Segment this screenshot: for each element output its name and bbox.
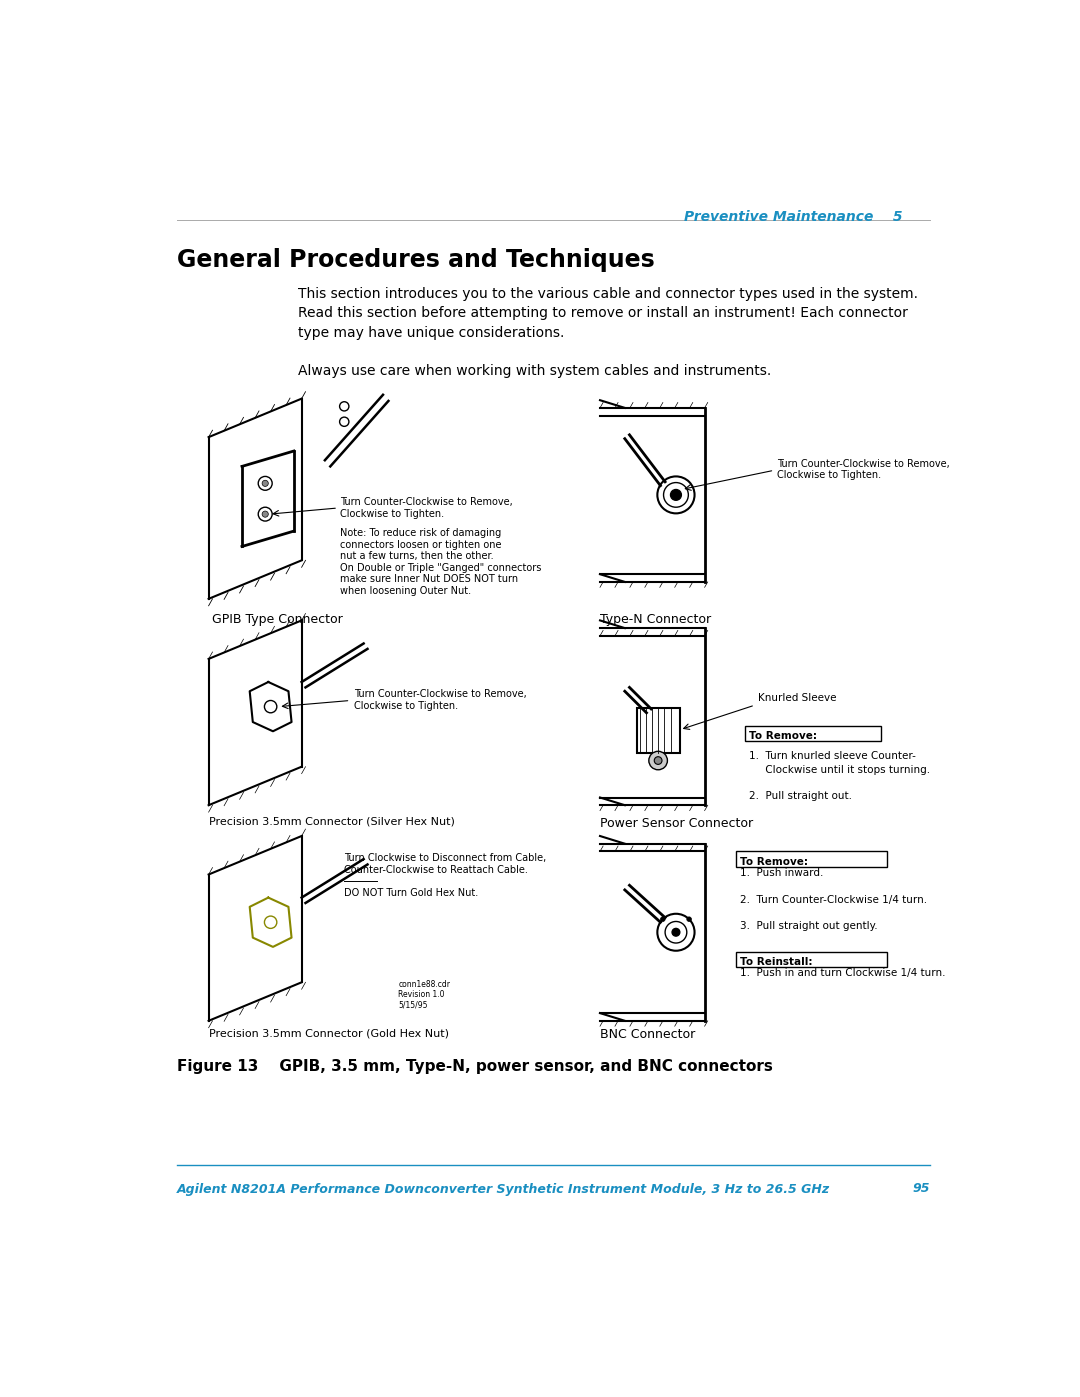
Circle shape xyxy=(262,481,268,486)
Circle shape xyxy=(654,757,662,764)
Text: Note: To reduce risk of damaging
connectors loosen or tighten one
nut a few turn: Note: To reduce risk of damaging connect… xyxy=(340,528,502,562)
Text: 1.  Push inward.

2.  Turn Counter-Clockwise 1/4 turn.

3.  Pull straight out ge: 1. Push inward. 2. Turn Counter-Clockwis… xyxy=(740,869,927,932)
Text: 95: 95 xyxy=(913,1182,930,1196)
Text: conn1e88.cdr
Revision 1.0
5/15/95: conn1e88.cdr Revision 1.0 5/15/95 xyxy=(399,979,450,1010)
Text: Turn Clockwise to Disconnect from Cable,
Counter-Clockwise to Reattach Cable.: Turn Clockwise to Disconnect from Cable,… xyxy=(345,854,546,875)
Text: To Reinstall:: To Reinstall: xyxy=(740,957,812,967)
Text: This section introduces you to the various cable and connector types used in the: This section introduces you to the vario… xyxy=(298,286,918,339)
Circle shape xyxy=(671,489,681,500)
Text: Turn Counter-Clockwise to Remove,
Clockwise to Tighten.: Turn Counter-Clockwise to Remove, Clockw… xyxy=(340,497,513,518)
Text: DO NOT Turn Gold Hex Nut.: DO NOT Turn Gold Hex Nut. xyxy=(345,887,478,898)
Text: Knurled Sleeve: Knurled Sleeve xyxy=(758,693,837,703)
Text: 1.  Turn knurled sleeve Counter-
     Clockwise until it stops turning.

2.  Pul: 1. Turn knurled sleeve Counter- Clockwis… xyxy=(748,752,930,800)
Text: BNC Connector: BNC Connector xyxy=(600,1028,696,1042)
Circle shape xyxy=(687,916,691,922)
Bar xyxy=(735,851,887,866)
Text: Precision 3.5mm Connector (Silver Hex Nut): Precision 3.5mm Connector (Silver Hex Nu… xyxy=(208,817,455,827)
Text: Power Sensor Connector: Power Sensor Connector xyxy=(600,817,753,830)
Text: On Double or Triple "Ganged" connectors
make sure Inner Nut DOES NOT turn
when l: On Double or Triple "Ganged" connectors … xyxy=(340,563,542,597)
Text: Type-N Connector: Type-N Connector xyxy=(600,613,711,626)
Circle shape xyxy=(649,752,667,770)
Text: Preventive Maintenance    5: Preventive Maintenance 5 xyxy=(684,210,902,224)
Bar xyxy=(735,951,887,967)
Text: Precision 3.5mm Connector (Gold Hex Nut): Precision 3.5mm Connector (Gold Hex Nut) xyxy=(208,1028,448,1038)
Circle shape xyxy=(262,511,268,517)
Text: Turn Counter-Clockwise to Remove,
Clockwise to Tighten.: Turn Counter-Clockwise to Remove, Clockw… xyxy=(777,458,949,481)
Text: Agilent N8201A Performance Downconverter Synthetic Instrument Module, 3 Hz to 26: Agilent N8201A Performance Downconverter… xyxy=(177,1182,829,1196)
Circle shape xyxy=(661,916,665,922)
Text: General Procedures and Techniques: General Procedures and Techniques xyxy=(177,249,654,272)
Bar xyxy=(745,726,880,742)
Text: GPIB Type Connector: GPIB Type Connector xyxy=(213,613,343,626)
Circle shape xyxy=(672,929,679,936)
Bar xyxy=(637,708,679,753)
Text: To Remove:: To Remove: xyxy=(740,856,808,866)
Text: To Remove:: To Remove: xyxy=(748,731,816,742)
Text: Figure 13    GPIB, 3.5 mm, Type-N, power sensor, and BNC connectors: Figure 13 GPIB, 3.5 mm, Type-N, power se… xyxy=(177,1059,772,1074)
Text: 1.  Push in and turn Clockwise 1/4 turn.: 1. Push in and turn Clockwise 1/4 turn. xyxy=(740,968,945,978)
Text: Always use care when working with system cables and instruments.: Always use care when working with system… xyxy=(298,365,771,379)
Text: Turn Counter-Clockwise to Remove,
Clockwise to Tighten.: Turn Counter-Clockwise to Remove, Clockw… xyxy=(353,689,526,711)
